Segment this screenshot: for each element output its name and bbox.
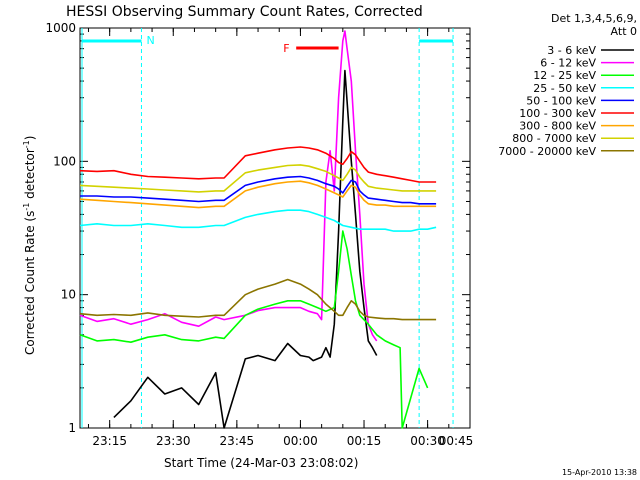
legend-label: 300 - 800 keV [519, 120, 596, 133]
interval-annotations: NF [81, 28, 454, 428]
y-axis-label-suffix: ) [23, 136, 37, 141]
y-axis-label-mid: detector [23, 148, 37, 203]
legend-label: 3 - 6 keV [547, 44, 596, 57]
print-timestamp: 15-Apr-2010 13:38 [562, 468, 637, 477]
x-tick-label: 00:45 [439, 434, 474, 448]
series-line-4 [80, 175, 437, 205]
series-line-3 [79, 209, 437, 232]
y-tick-label: 10 [61, 288, 76, 302]
series-line-7 [79, 164, 437, 193]
series-line-8 [79, 278, 437, 321]
legend-label: 12 - 25 keV [533, 69, 596, 82]
legend-label: 25 - 50 keV [533, 82, 596, 95]
legend-label: 800 - 7000 keV [512, 132, 596, 145]
legend-label: 7000 - 20000 keV [498, 145, 596, 158]
series-line-5 [79, 146, 437, 183]
y-axis-ticks: 1 10 100 1000 [45, 21, 470, 435]
y-axis-label-sup2: -1 [22, 140, 31, 148]
x-tick-label: 00:30 [410, 434, 445, 448]
x-tick-label: 23:15 [92, 434, 127, 448]
night-label: N [146, 34, 154, 47]
flare-label: F [283, 42, 289, 55]
y-axis-label: Corrected Count Rate (s-1 detector-1) [22, 136, 37, 355]
x-tick-label: 00:00 [283, 434, 318, 448]
legend-header-line2: Att 0 [611, 25, 637, 38]
legend-label: 50 - 100 keV [526, 94, 596, 107]
legend-label: 100 - 300 keV [519, 107, 596, 120]
legend-label: 6 - 12 keV [540, 57, 596, 70]
plot-frame [79, 27, 471, 429]
legend-header-line1: Det 1,3,4,5,6,9, [551, 12, 637, 25]
y-tick-label: 1 [68, 421, 76, 435]
series-lines [79, 30, 437, 429]
x-tick-label: 00:15 [347, 434, 382, 448]
series-line-6 [79, 180, 437, 209]
x-tick-label: 23:30 [156, 434, 191, 448]
chart-title: HESSI Observing Summary Count Rates, Cor… [66, 4, 423, 20]
y-tick-label: 100 [53, 154, 76, 168]
y-tick-label: 1000 [45, 21, 76, 35]
y-axis-label-sup1: -1 [22, 203, 31, 211]
y-axis-label-prefix: Corrected Count Rate (s [23, 211, 37, 355]
series-line-0 [113, 69, 378, 429]
series-line-2 [79, 230, 429, 429]
x-axis-label: Start Time (24-Mar-03 23:08:02) [164, 456, 358, 470]
x-tick-label: 23:45 [220, 434, 255, 448]
